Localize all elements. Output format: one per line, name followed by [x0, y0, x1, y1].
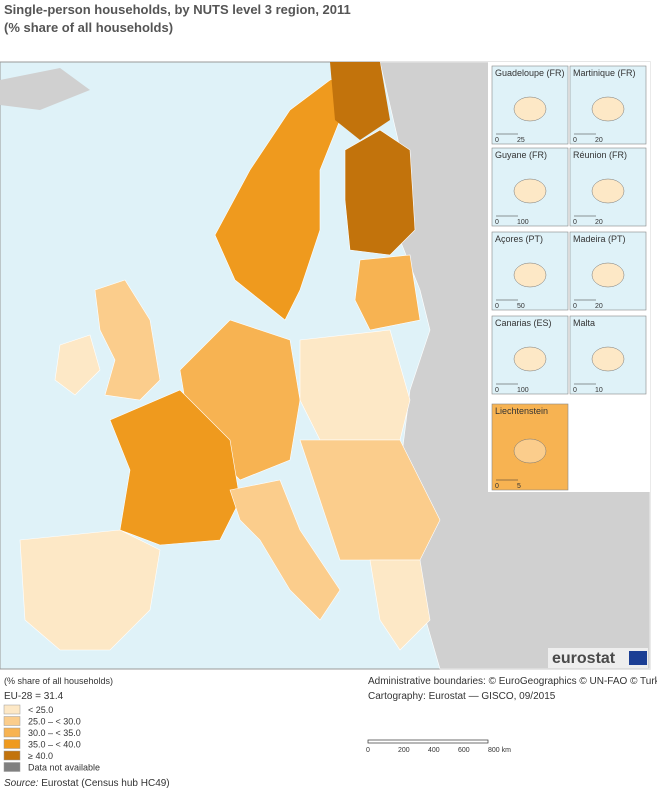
- inset-land: [591, 178, 625, 204]
- inset-label: Malta: [573, 318, 595, 328]
- france: [109, 389, 241, 546]
- legend-swatch: [3, 750, 21, 761]
- legend-label: 35.0 – < 40.0: [28, 740, 81, 750]
- scandinavia: [214, 74, 361, 321]
- legend-swatch: [3, 762, 21, 772]
- source-text: Eurostat (Census hub HC49): [38, 778, 169, 789]
- inset-scale-label: 0: [495, 137, 499, 144]
- logo: eurostat: [552, 650, 616, 667]
- inset-label: Madeira (PT): [573, 234, 626, 244]
- eu-flag: [629, 651, 647, 665]
- inset-scale-label: 0: [573, 387, 577, 394]
- title: Single-person households, by NUTS level …: [4, 2, 351, 17]
- inset-label: Guyane (FR): [495, 150, 547, 160]
- iceland: [0, 68, 90, 110]
- subtitle: (% share of all households): [4, 20, 173, 35]
- scale-label: 800 km: [488, 747, 511, 754]
- legend-swatch: [3, 739, 21, 749]
- inset-label: Guadeloupe (FR): [495, 68, 565, 78]
- inset-label: Réunion (FR): [573, 150, 627, 160]
- legend: (% share of all households) EU-28 = 31.4…: [3, 676, 113, 773]
- legend-label: < 25.0: [28, 705, 53, 715]
- inset-scale-label: 5: [517, 483, 521, 490]
- inset-scale-label: 0: [573, 303, 577, 310]
- inset-scale-label: 100: [517, 387, 529, 394]
- inset-land: [513, 262, 547, 288]
- inset-scale-label: 0: [573, 137, 577, 144]
- legend-label: 30.0 – < 35.0: [28, 728, 81, 738]
- inset-land: [591, 262, 625, 288]
- scale-bar: 0 200 400 600 800 km: [366, 739, 511, 754]
- inset-scale-label: 50: [517, 303, 525, 310]
- inset-scale-label: 0: [495, 219, 499, 226]
- greece: [369, 559, 431, 651]
- inset-label: Canarias (ES): [495, 318, 552, 328]
- inset-scale-label: 0: [573, 219, 577, 226]
- north-cape: [330, 62, 390, 140]
- inset-land: [513, 438, 547, 464]
- inset-label: Martinique (FR): [573, 68, 636, 78]
- inset-label: Açores (PT): [495, 234, 543, 244]
- credit: Administrative boundaries: © EuroGeograp…: [368, 676, 657, 687]
- legend-swatch: [3, 704, 21, 715]
- scale-bar-line: [367, 739, 489, 744]
- scale-label: 200: [398, 747, 410, 754]
- source: Source: Eurostat (Census hub HC49): [4, 778, 170, 789]
- inset-scale-label: 0: [495, 483, 499, 490]
- legend-label: Data not available: [28, 763, 100, 773]
- inset-scale-label: 25: [517, 137, 525, 144]
- ireland: [54, 334, 101, 396]
- legend-swatch: [3, 727, 21, 738]
- inset-scale-label: 100: [517, 219, 529, 226]
- great-britain: [94, 279, 161, 401]
- iberia: [19, 529, 161, 651]
- scale-label: 600: [458, 747, 470, 754]
- inset-land: [591, 346, 625, 372]
- inset-scale-label: 20: [595, 303, 603, 310]
- credit: Cartography: Eurostat — GISCO, 09/2015: [368, 691, 556, 702]
- legend-swatch: [3, 716, 21, 726]
- inset-label: Liechtenstein: [495, 406, 548, 416]
- inset-scale-label: 10: [595, 387, 603, 394]
- inset-scale-label: 20: [595, 219, 603, 226]
- italy: [229, 479, 341, 621]
- inset-land: [591, 96, 625, 122]
- legend-note: EU-28 = 31.4: [4, 691, 64, 702]
- inset-scale-label: 0: [495, 387, 499, 394]
- scale-label: 400: [428, 747, 440, 754]
- inset-land: [513, 346, 547, 372]
- legend-label: 25.0 – < 30.0: [28, 717, 81, 727]
- inset-scale-label: 20: [595, 137, 603, 144]
- legend-title: (% share of all households): [4, 676, 113, 686]
- inset-land: [513, 96, 547, 122]
- legend-label: ≥ 40.0: [28, 751, 53, 761]
- inset-land: [513, 178, 547, 204]
- baltics: [354, 254, 421, 331]
- logo-box: [548, 648, 648, 668]
- source-prefix: Source:: [4, 778, 39, 789]
- finland: [344, 129, 416, 256]
- scale-label: 0: [366, 747, 370, 754]
- insets: Guadeloupe (FR) 0 25 Martinique (FR) 0 20 Guya…: [491, 65, 647, 491]
- inset-scale-label: 0: [495, 303, 499, 310]
- poland: [299, 329, 411, 441]
